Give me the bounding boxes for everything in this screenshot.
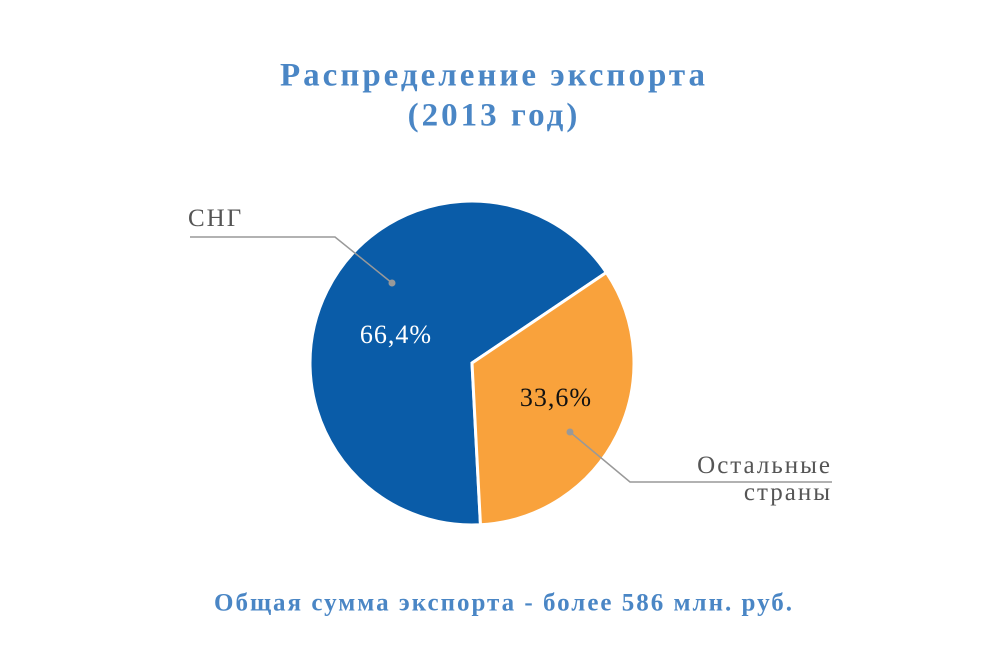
- category-label: СНГ: [188, 205, 244, 232]
- annotation: Общая сумма экспорта - более 586 млн. ру…: [214, 590, 794, 617]
- leader-dot: [388, 279, 396, 287]
- category-label: Остальные страны: [697, 452, 832, 506]
- chart-title: (2013 год): [408, 98, 581, 134]
- leader-line: [190, 236, 393, 284]
- value-label: 66,4%: [360, 320, 432, 349]
- chart-title: Распределение экспорта: [280, 58, 708, 94]
- leader-dot: [566, 428, 574, 436]
- pie-slice: [470, 270, 636, 527]
- leader-line: [569, 431, 832, 483]
- pie-slice: [308, 199, 609, 527]
- value-label: 33,6%: [520, 383, 592, 412]
